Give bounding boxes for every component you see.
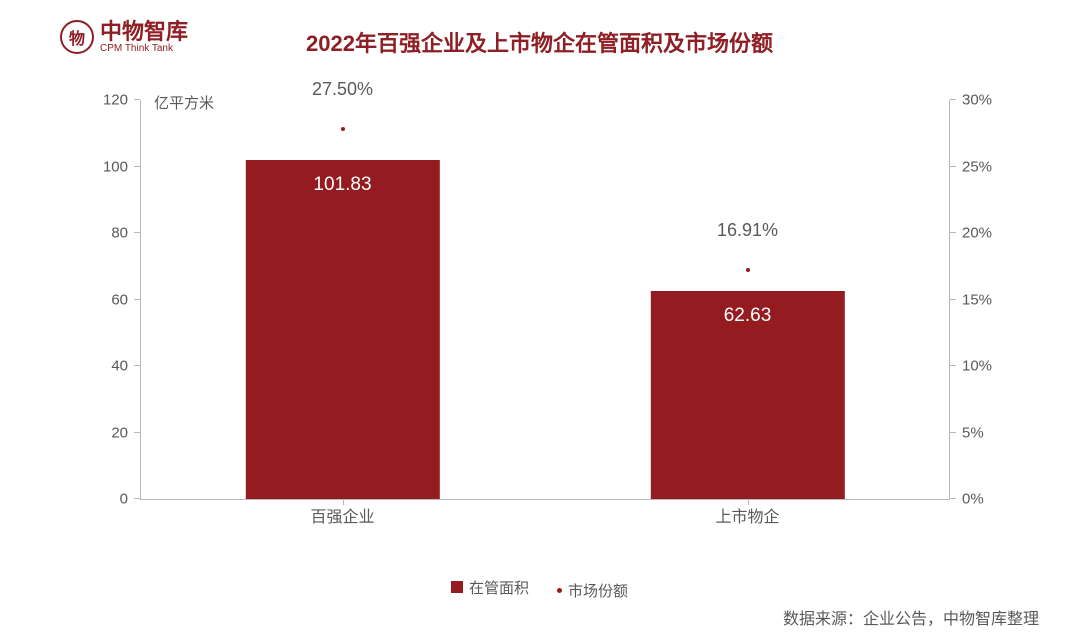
left-tick-mark xyxy=(134,166,140,167)
left-tick-label: 40 xyxy=(111,358,128,375)
right-tick-mark xyxy=(950,232,956,233)
left-tick-label: 60 xyxy=(111,291,128,308)
legend-item: 在管面积 xyxy=(451,577,529,598)
left-tick-label: 20 xyxy=(111,424,128,441)
left-tick-label: 80 xyxy=(111,225,128,242)
right-tick-label: 25% xyxy=(962,158,992,175)
bar: 62.63 xyxy=(650,291,844,499)
bar-value-label: 62.63 xyxy=(650,305,844,327)
x-tick-mark xyxy=(343,499,344,505)
left-tick-label: 100 xyxy=(103,158,128,175)
right-tick-mark xyxy=(950,166,956,167)
left-tick-label: 0 xyxy=(120,491,128,508)
legend-label: 市场份额 xyxy=(568,580,628,601)
right-tick-label: 5% xyxy=(962,424,984,441)
left-tick-mark xyxy=(134,299,140,300)
right-tick-label: 30% xyxy=(962,92,992,109)
right-tick-mark xyxy=(950,498,956,499)
right-tick-label: 0% xyxy=(962,491,984,508)
market-share-label: 16.91% xyxy=(717,220,778,241)
left-tick-mark xyxy=(134,498,140,499)
right-tick-label: 15% xyxy=(962,291,992,308)
right-tick-mark xyxy=(950,299,956,300)
bar-value-label: 101.83 xyxy=(245,174,439,196)
chart-container: 亿平方米 0204060801001200%5%10%15%20%25%30%百… xyxy=(90,100,1010,540)
legend-dot-swatch xyxy=(557,588,562,593)
market-share-dot xyxy=(341,127,345,131)
left-axis-unit: 亿平方米 xyxy=(154,92,214,113)
right-tick-label: 10% xyxy=(962,358,992,375)
left-axis-line xyxy=(140,100,141,499)
x-tick-mark xyxy=(748,499,749,505)
left-tick-mark xyxy=(134,232,140,233)
legend-label: 在管面积 xyxy=(469,577,529,598)
right-axis-line xyxy=(949,100,950,499)
chart-title: 2022年百强企业及上市物企在管面积及市场份额 xyxy=(0,26,1079,58)
legend: 在管面积 市场份额 xyxy=(0,577,1079,602)
left-tick-label: 120 xyxy=(103,92,128,109)
left-tick-mark xyxy=(134,99,140,100)
right-tick-mark xyxy=(950,99,956,100)
market-share-dot xyxy=(746,268,750,272)
category-label: 百强企业 xyxy=(310,503,374,527)
category-label: 上市物企 xyxy=(715,503,779,527)
data-source: 数据来源：企业公告，中物智库整理 xyxy=(783,605,1039,629)
right-tick-mark xyxy=(950,365,956,366)
plot-area: 亿平方米 0204060801001200%5%10%15%20%25%30%百… xyxy=(140,100,950,500)
right-tick-mark xyxy=(950,432,956,433)
legend-item: 市场份额 xyxy=(557,580,628,601)
right-tick-label: 20% xyxy=(962,225,992,242)
legend-bar-swatch xyxy=(451,581,463,593)
market-share-label: 27.50% xyxy=(312,79,373,100)
left-tick-mark xyxy=(134,432,140,433)
bar: 101.83 xyxy=(245,160,439,499)
left-tick-mark xyxy=(134,365,140,366)
